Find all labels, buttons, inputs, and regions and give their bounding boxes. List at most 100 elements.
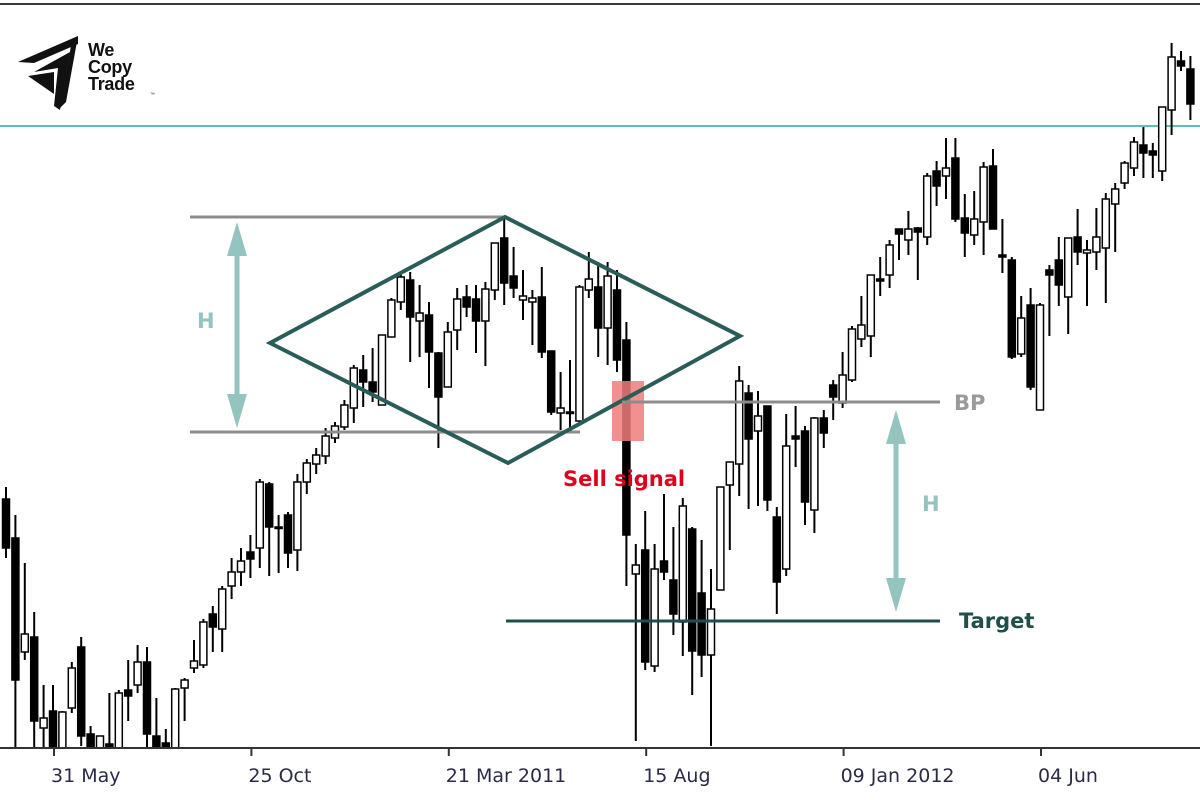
candle [1045, 265, 1054, 336]
candle-body-up [1101, 198, 1111, 249]
candle-body-down [358, 369, 368, 383]
candle-body-up [293, 481, 302, 551]
candle [1110, 183, 1120, 252]
candle-body-down [687, 528, 697, 652]
candle-body-down [1, 498, 11, 549]
candle [246, 535, 255, 578]
candle [1129, 137, 1139, 176]
candle-body-up [133, 661, 142, 686]
candle [763, 405, 772, 511]
candle [998, 219, 1007, 273]
candle [1016, 296, 1026, 357]
candle [481, 282, 490, 366]
logo-word-copy: Copy [88, 57, 132, 77]
candle [979, 162, 988, 255]
target-label: Target [959, 609, 1034, 633]
candle [1101, 193, 1111, 303]
candle-body-down [819, 417, 829, 434]
candle-body-up [302, 462, 312, 483]
candle [687, 527, 697, 695]
candle [528, 290, 537, 345]
height-arrow-left [227, 222, 247, 428]
candle [114, 690, 124, 749]
candle-body-down [11, 537, 20, 681]
x-tick-label: 25 Oct [248, 765, 311, 787]
candle [1073, 209, 1082, 265]
candle-body-up [1110, 188, 1120, 205]
candle-body-down [894, 228, 904, 235]
candle-body-up [885, 244, 894, 276]
candle [29, 612, 39, 748]
candle [471, 285, 481, 353]
candle [537, 267, 547, 358]
candle [208, 606, 218, 652]
candle [283, 512, 293, 568]
candle [1, 487, 11, 558]
candle [612, 270, 622, 372]
candle-body-down [86, 733, 95, 749]
candle-body-up [452, 298, 462, 331]
candle [11, 515, 20, 748]
candle-body-down [546, 350, 556, 413]
candle [546, 350, 556, 415]
candle-body-down [1026, 304, 1035, 388]
candle-body-up [20, 633, 30, 653]
candle [58, 711, 67, 749]
candle-body-up [236, 560, 246, 573]
candle-body-down [1176, 60, 1186, 67]
candle [358, 355, 368, 407]
candle [199, 619, 208, 668]
candle [753, 391, 763, 506]
candle-body-down [612, 289, 622, 361]
candle-body-up [217, 588, 227, 630]
logo-word-we: We [88, 40, 115, 60]
candle-body-up [584, 278, 594, 291]
candle [1186, 56, 1195, 120]
candle [866, 274, 876, 357]
candle [819, 410, 829, 448]
candle [772, 507, 782, 614]
candle [227, 558, 236, 599]
candle-body-up [377, 334, 387, 406]
candle [716, 486, 725, 591]
candle [452, 288, 462, 350]
candle [20, 563, 30, 660]
candle-body-up [415, 312, 424, 322]
candle [67, 662, 77, 713]
x-axis-ticks: 31 May 25 Oct 21 Mar 2011 15 Aug 09 Jan 2012… [51, 748, 1098, 787]
candle [48, 685, 58, 749]
candle [885, 240, 894, 288]
candle [274, 515, 283, 573]
candle-body-up [180, 679, 189, 689]
candle-body-up [847, 328, 857, 381]
candle-body-up [904, 228, 913, 241]
candle-body-down [264, 483, 274, 528]
candle-body-down [48, 710, 58, 749]
candle-body-up [1082, 249, 1092, 254]
candle [123, 660, 133, 721]
candle-body-down [932, 170, 941, 187]
candle-body-up [387, 299, 396, 338]
candle-body-down [960, 217, 970, 234]
candle-body-down [509, 275, 518, 289]
candle-body-down [368, 381, 377, 393]
candle-body-up [781, 445, 791, 570]
height-label-left: H [197, 309, 215, 333]
candle-body-up [716, 486, 725, 591]
candle-body-up [650, 568, 659, 667]
candle-body-up [1120, 162, 1129, 184]
candle [922, 173, 932, 245]
candle [1035, 303, 1045, 411]
candle [1007, 257, 1017, 359]
candle-body-down [875, 278, 885, 282]
candle-body-up [58, 711, 67, 749]
candle-body-up [481, 288, 490, 322]
candle [1092, 208, 1101, 270]
candle-body-up [753, 415, 763, 432]
candle [725, 461, 735, 550]
candle-body-up [95, 735, 105, 749]
candle [734, 366, 744, 496]
candle-body-up [941, 167, 951, 177]
candle-body-up [518, 295, 528, 301]
